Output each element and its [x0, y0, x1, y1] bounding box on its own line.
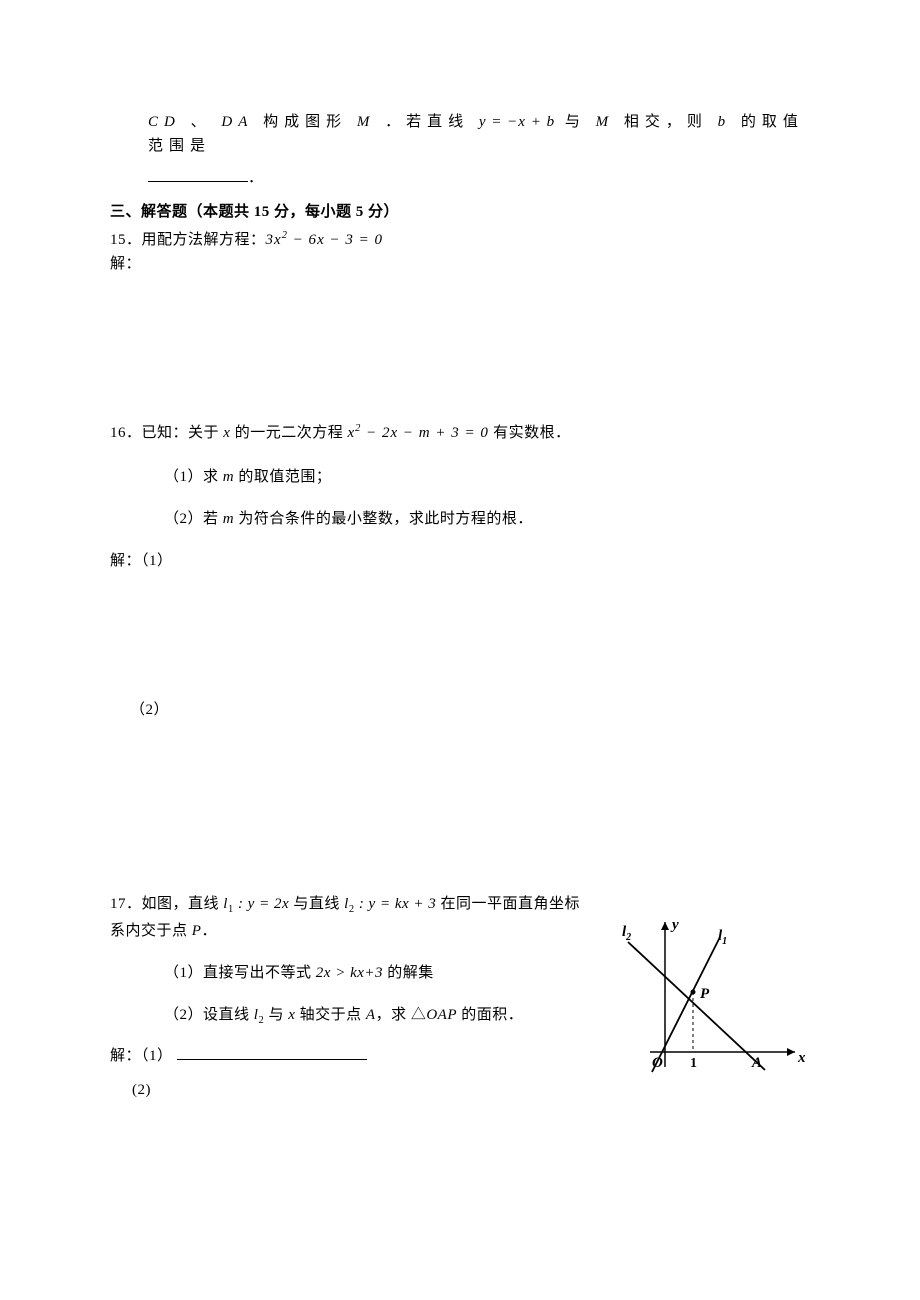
label-a: A — [751, 1055, 762, 1071]
label-y: y — [670, 917, 679, 933]
q16-part2: （2）若 m 为符合条件的最小整数，求此时方程的根． — [110, 507, 810, 531]
q17-statement: 17．如图，直线 l1 : y = 2x 与直线 l2 : y = kx + 3… — [110, 892, 590, 943]
y-arrow — [661, 922, 669, 930]
coordinate-graph: y x l2 l1 P O 1 A — [610, 912, 810, 1092]
q17-answer-2: (2) — [110, 1078, 590, 1102]
q17-part1: （1）直接写出不等式 2x > kx+3 的解集 — [110, 961, 590, 985]
q16-part1: （1）求 m 的取值范围； — [110, 465, 810, 489]
q17-figure: y x l2 l1 P O 1 A — [610, 892, 810, 1102]
x-arrow — [787, 1048, 795, 1056]
q16-answer-1: 解：（1） — [110, 549, 810, 573]
continuation-line: CD 、 DA 构成图形 M ．若直线 y = −x + b 与 M 相交，则 … — [110, 110, 810, 158]
label-l2: l2 — [622, 924, 631, 943]
label-o: O — [652, 1055, 663, 1071]
q15-statement: 15．用配方法解方程：3x2 − 6x − 3 = 0 — [110, 228, 810, 252]
q16-equation: x2 − 2x − m + 3 = 0 — [347, 425, 488, 441]
q16-answer-2: （2） — [110, 698, 810, 722]
q15-answer-label: 解： — [110, 252, 810, 276]
q16-statement: 16．已知：关于 x 的一元二次方程 x2 − 2x − m + 3 = 0 有… — [110, 421, 810, 445]
segment-da: DA — [221, 114, 253, 130]
line-equation: y = −x + b — [479, 114, 555, 130]
label-1: 1 — [690, 1056, 697, 1071]
line-l2 — [628, 942, 765, 1070]
section-3-heading: 三、解答题（本题共 15 分，每小题 5 分） — [110, 200, 810, 224]
label-p: P — [700, 986, 710, 1002]
label-x: x — [797, 1050, 806, 1066]
q17-answer-1: 解：（1） — [110, 1044, 590, 1068]
segment-cd: CD — [148, 114, 181, 130]
q17-container: 17．如图，直线 l1 : y = 2x 与直线 l2 : y = kx + 3… — [110, 892, 810, 1102]
blank-answer-line: ． — [110, 166, 810, 190]
point-p-dot — [691, 990, 696, 995]
q15-equation: 3x2 − 6x − 3 = 0 — [266, 232, 383, 248]
q17-part2: （2）设直线 l2 与 x 轴交于点 A，求 △OAP 的面积． — [110, 1003, 590, 1030]
label-l1: l1 — [718, 928, 727, 947]
